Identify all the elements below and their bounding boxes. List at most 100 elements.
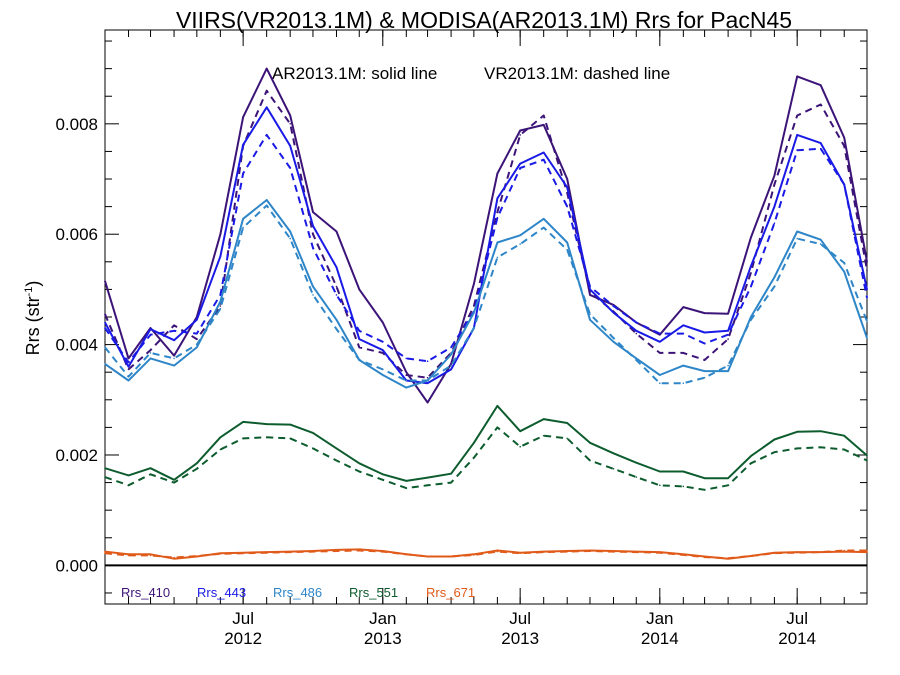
data-point-rrs-443-dashed	[866, 296, 868, 299]
data-point-rrs-671-dashed	[450, 555, 452, 558]
series-line-rrs-486-solid	[104, 199, 868, 389]
data-point-rrs-443-dashed	[450, 346, 452, 349]
data-point-rrs-551-solid	[796, 431, 798, 433]
data-point-rrs-443-dashed	[242, 172, 244, 175]
data-point-rrs-551-solid	[566, 422, 568, 424]
series-line-rrs-551-solid	[104, 404, 868, 482]
data-point-rrs-443-solid	[242, 144, 244, 146]
data-point-rrs-443-dashed	[542, 158, 545, 161]
data-point-rrs-551-solid	[426, 476, 429, 479]
series-line-rrs-551-dashed	[104, 426, 868, 491]
data-point-rrs-551-dashed	[289, 437, 292, 440]
data-point-rrs-443-dashed	[750, 285, 752, 288]
data-point-rrs-443-dashed	[265, 134, 268, 136]
data-point-rrs-410-dashed	[335, 285, 338, 288]
x-tick-label-year: 2012	[224, 629, 262, 648]
data-point-rrs-443-dashed	[405, 357, 408, 360]
data-point-rrs-551-solid	[242, 421, 244, 423]
data-point-rrs-671-dashed	[265, 551, 268, 554]
data-point-rrs-671-solid	[104, 550, 106, 553]
data-point-rrs-551-dashed	[866, 459, 868, 462]
data-point-rrs-410-dashed	[265, 89, 268, 92]
x-tick-label-year: 2014	[641, 629, 679, 648]
data-point-rrs-486-solid	[289, 230, 292, 233]
data-point-rrs-410-dashed	[127, 368, 130, 371]
data-point-rrs-671-dashed	[519, 552, 521, 554]
data-point-rrs-551-dashed	[750, 462, 752, 465]
data-point-rrs-486-solid	[589, 319, 591, 321]
data-point-rrs-443-dashed	[519, 167, 521, 169]
data-point-rrs-486-dashed	[773, 285, 776, 288]
data-point-rrs-551-dashed	[405, 487, 408, 489]
data-point-rrs-410-solid	[104, 280, 106, 282]
data-point-rrs-443-solid	[866, 288, 868, 291]
data-point-rrs-551-dashed	[542, 434, 545, 437]
x-tick-label-month: Jan	[369, 609, 396, 628]
data-point-rrs-671-dashed	[612, 550, 615, 553]
data-point-rrs-486-solid	[866, 337, 868, 339]
data-point-rrs-486-dashed	[219, 307, 222, 310]
data-point-rrs-443-solid	[750, 265, 752, 268]
data-point-rrs-551-dashed	[727, 484, 729, 487]
data-point-rrs-486-dashed	[149, 352, 152, 354]
data-point-rrs-486-dashed	[589, 313, 591, 316]
data-point-rrs-410-solid	[589, 294, 591, 296]
data-point-rrs-443-dashed	[589, 285, 591, 288]
data-point-rrs-671-dashed	[173, 556, 175, 559]
data-point-rrs-671-dashed	[335, 550, 338, 552]
y-axis-label-main: Rrs (str	[23, 296, 43, 355]
data-point-rrs-410-solid	[542, 124, 545, 126]
y-tick-label: 0.008	[55, 115, 98, 134]
data-point-rrs-410-solid	[496, 172, 499, 175]
data-point-rrs-671-dashed	[405, 553, 408, 556]
data-point-rrs-410-solid	[312, 211, 314, 213]
data-point-rrs-671-dashed	[866, 549, 868, 552]
data-point-rrs-410-solid	[682, 306, 685, 308]
legend-item-rrs-486: Rrs_486	[273, 585, 322, 600]
data-point-rrs-410-dashed	[358, 346, 361, 349]
data-point-rrs-671-dashed	[312, 550, 314, 553]
data-point-rrs-443-dashed	[727, 333, 729, 336]
data-point-rrs-671-solid	[149, 553, 152, 556]
data-point-rrs-486-solid	[773, 276, 776, 279]
data-point-rrs-671-dashed	[149, 554, 152, 557]
data-point-rrs-410-solid	[703, 312, 706, 314]
data-point-rrs-671-solid	[173, 557, 175, 560]
data-point-rrs-410-dashed	[405, 374, 408, 376]
data-point-rrs-443-solid	[773, 205, 776, 208]
data-point-rrs-443-dashed	[173, 330, 175, 332]
data-point-rrs-410-dashed	[173, 324, 175, 327]
data-point-rrs-410-solid	[866, 261, 868, 263]
data-point-rrs-486-solid	[312, 285, 314, 288]
data-point-rrs-410-dashed	[496, 211, 499, 213]
data-point-rrs-671-dashed	[289, 551, 292, 553]
data-point-rrs-551-solid	[750, 455, 752, 457]
data-point-rrs-486-dashed	[635, 359, 638, 361]
data-point-rrs-443-dashed	[149, 333, 152, 336]
data-point-rrs-486-solid	[566, 241, 568, 244]
data-point-rrs-486-solid	[382, 374, 384, 376]
data-point-rrs-551-dashed	[819, 446, 822, 449]
data-point-rrs-486-solid	[542, 218, 545, 220]
legend-item-rrs-551: Rrs_551	[349, 585, 398, 600]
data-point-rrs-486-solid	[682, 364, 685, 367]
data-point-rrs-410-dashed	[312, 233, 314, 235]
data-point-rrs-410-dashed	[542, 114, 545, 117]
data-point-rrs-410-solid	[219, 233, 222, 235]
data-point-rrs-551-solid	[335, 447, 338, 450]
data-point-rrs-410-dashed	[750, 272, 752, 274]
data-point-rrs-410-solid	[405, 371, 408, 374]
data-point-rrs-671-dashed	[635, 551, 638, 553]
data-point-rrs-443-dashed	[796, 149, 798, 152]
data-point-rrs-671-solid	[843, 550, 845, 553]
data-point-rrs-443-solid	[796, 134, 798, 136]
series-line-rrs-443-solid	[104, 106, 868, 385]
data-point-rrs-443-solid	[219, 255, 222, 258]
data-point-rrs-486-dashed	[819, 243, 822, 245]
y-ticks: 0.000 0.002 0.004 0.006 0.008	[55, 40, 867, 594]
data-point-rrs-443-dashed	[635, 321, 638, 324]
data-point-rrs-486-solid	[173, 364, 175, 367]
data-point-rrs-443-solid	[173, 339, 175, 342]
data-point-rrs-443-solid	[335, 266, 338, 269]
y-tick-label: 0.004	[55, 336, 98, 355]
